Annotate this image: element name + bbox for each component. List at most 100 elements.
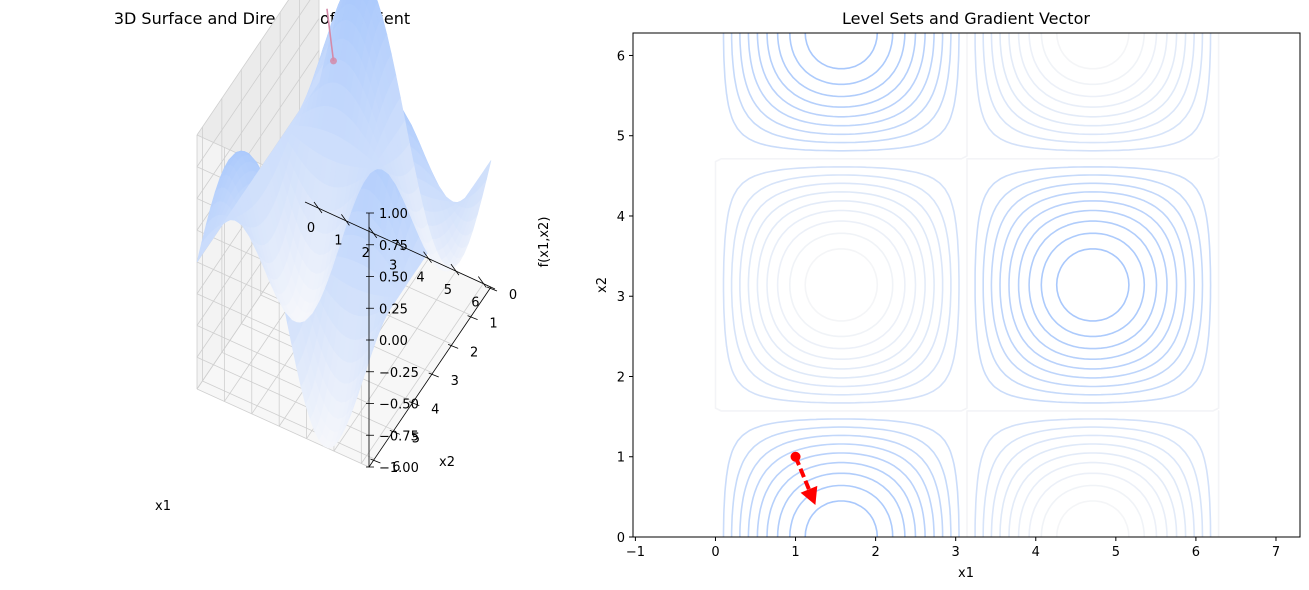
gradient-point: [790, 451, 801, 462]
contour-line: [776, 33, 1158, 537]
gridline-x: [333, 270, 457, 452]
z-tick-label-3d: −0.50: [379, 398, 419, 413]
x-tick-label-3d: 3: [389, 258, 397, 273]
z-tick-label-3d: 0.50: [379, 271, 408, 286]
y-tick-label: 4: [617, 210, 625, 225]
x-tick-label-3d: 0: [307, 221, 315, 236]
surface-patch: [483, 160, 492, 184]
x-axis-label-3d: x1: [155, 499, 171, 514]
x-tick-label: 2: [871, 545, 879, 560]
x-tick-label: 5: [1112, 545, 1120, 560]
y-axis-ticks: 0 1 2 3 4 5 6: [617, 49, 633, 546]
y-tick-label: 1: [617, 451, 625, 466]
surface-3d-chart: 3D Surface and Direction of Gradient 012…: [114, 0, 552, 514]
y-tick-3d: [486, 286, 498, 292]
gridline-z: [196, 388, 370, 468]
contour-line: [789, 33, 1146, 537]
gradient-point-3d: [329, 57, 337, 65]
y-axis-label: x2: [595, 277, 610, 293]
contour-line: [756, 33, 1178, 537]
y-tick-3d: [428, 372, 439, 378]
y-tick-label-3d: 0: [509, 288, 517, 303]
x-tick-3d: [368, 226, 378, 239]
gradient-arrow-shaft-3d: [326, 8, 335, 62]
contour-line: [722, 33, 1212, 537]
contour-line: [739, 33, 1195, 537]
gradient-arrow-head: [800, 485, 818, 505]
contour-line: [730, 33, 1204, 537]
gridline-z: [196, 0, 311, 167]
x-tick-3d: [313, 201, 323, 214]
contour-line: [776, 33, 1158, 537]
y-tick-3d: [409, 401, 420, 407]
x-tick-3d: [450, 263, 460, 276]
x-tick-label: 3: [952, 545, 960, 560]
z-tick-label-3d: 0.75: [379, 239, 408, 254]
x-axis-3d: 0 1 2 3 4 5 6: [304, 201, 496, 311]
contour-line: [747, 33, 1187, 537]
gridline-y: [202, 380, 375, 460]
x-tick-3d: [478, 276, 487, 288]
contour-chart-title: Level Sets and Gradient Vector: [842, 9, 1090, 28]
y-tick-label: 2: [617, 370, 625, 385]
contour-line: [756, 33, 1178, 537]
x-axis-line-3d: [304, 201, 496, 290]
z-tick-label-3d: 0.00: [379, 334, 408, 349]
x-tick-label: 7: [1272, 545, 1280, 560]
surface-patch: [338, 0, 342, 6]
contour-line: [804, 33, 1130, 537]
contour-line: [747, 33, 1187, 537]
gradient-arrow-shaft: [793, 455, 811, 491]
z-axis-label-3d: f(x1,x2): [537, 217, 552, 268]
x-tick-label-3d: 2: [362, 246, 370, 261]
contour-line: [766, 33, 1168, 537]
y-tick-label: 3: [617, 290, 625, 305]
y-tick-label: 0: [617, 531, 625, 546]
gridline-z: [196, 18, 320, 199]
x-tick-3d: [341, 214, 350, 226]
contour-line: [739, 33, 1195, 537]
x-axis-ticks: −1 0 1 2 3 4 5 6 7: [626, 537, 1280, 560]
x-tick-3d: [395, 239, 405, 251]
gradient-arrow-3d: [326, 8, 337, 65]
contour-line: [804, 33, 1130, 537]
z-tick-label-3d: −1.00: [379, 461, 419, 476]
x-tick-label-3d: 6: [471, 296, 479, 311]
y-tick-label-3d: 5: [412, 431, 420, 446]
y-tick-3d: [447, 343, 459, 349]
y-tick-label-3d: 1: [489, 317, 497, 332]
contour-line: [722, 33, 1212, 537]
x-tick-label: −1: [626, 545, 645, 560]
contour-lines: [714, 33, 1220, 537]
z-tick-label-3d: 1.00: [379, 207, 408, 222]
x-tick-3d: [423, 251, 432, 263]
x-tick-label: 0: [711, 545, 719, 560]
x-tick-label: 4: [1032, 545, 1040, 560]
x-tick-label: 1: [791, 545, 799, 560]
z-tick-label-3d: −0.25: [379, 366, 419, 381]
y-axis-label-3d: x2: [439, 455, 455, 470]
x-tick-label-3d: 1: [334, 233, 342, 248]
y-tick-label: 6: [617, 49, 625, 64]
z-tick-label-3d: 0.25: [379, 302, 408, 317]
y-tick-3d: [389, 429, 401, 435]
y-tick-3d: [467, 315, 478, 321]
x-tick-label-3d: 5: [444, 283, 452, 298]
gridline-z: [196, 0, 289, 136]
contour-chart: Level Sets and Gradient Vector −1 0 1 2 3 4 5 6…: [595, 9, 1301, 581]
z-tick-label-3d: −0.75: [379, 429, 419, 444]
contour-line: [730, 33, 1204, 537]
y-tick-label: 5: [617, 130, 625, 145]
plot-frame: [632, 32, 1301, 538]
contour-line: [714, 33, 1220, 537]
y-tick-label-3d: 2: [470, 345, 478, 360]
y-tick-3d: [370, 458, 381, 464]
y-tick-label-3d: 3: [451, 374, 459, 389]
y-tick-label-3d: 4: [431, 403, 439, 418]
x-tick-label-3d: 4: [416, 271, 424, 286]
z-axis-3d: 1.00 0.75 0.50 0.25 0.00 −0.25 −0.50 −0.75 −1.00: [366, 207, 419, 476]
gridline-x: [361, 283, 484, 464]
contour-line: [766, 33, 1168, 537]
